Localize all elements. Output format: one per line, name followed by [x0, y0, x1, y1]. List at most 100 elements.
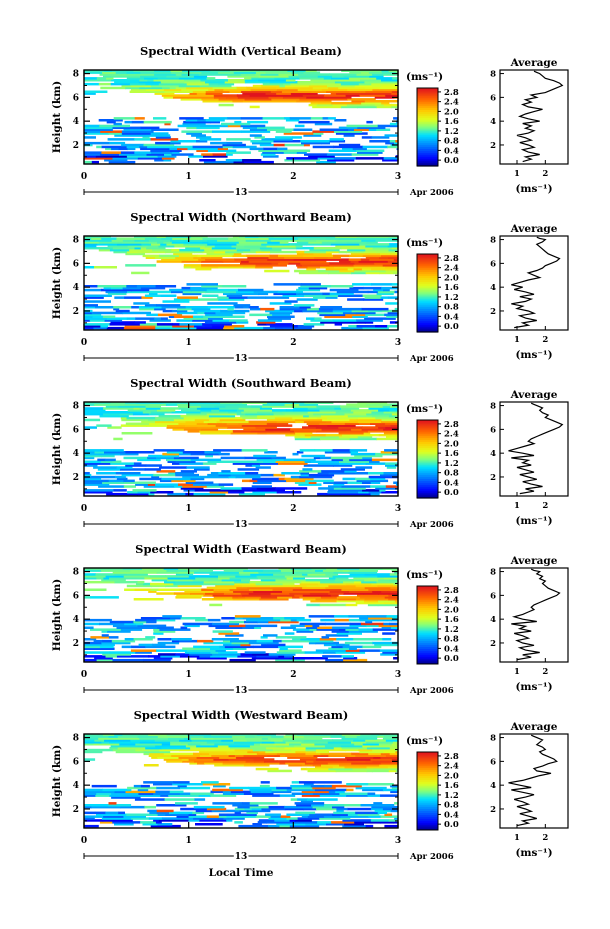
heatmap-cell — [136, 622, 144, 626]
heatmap-cell — [189, 92, 198, 95]
heatmap-cell — [233, 590, 254, 593]
heatmap-cell — [153, 630, 176, 633]
colorbar-segment — [417, 121, 438, 124]
colorbar-tick-label: 0.4 — [444, 312, 459, 322]
heatmap-cell — [111, 147, 120, 151]
heatmap-cell — [244, 456, 273, 460]
colorbar-segment — [417, 593, 438, 597]
heatmap-cell — [162, 401, 191, 404]
heatmap-cell — [391, 90, 399, 93]
heatmap-cell — [387, 325, 399, 328]
heatmap-cell — [273, 283, 302, 286]
colorbar-segment — [417, 488, 438, 491]
colorbar-segment — [417, 652, 438, 655]
heatmap-cell — [84, 804, 109, 807]
heatmap-cell — [234, 821, 243, 824]
heatmap-cell — [301, 454, 326, 458]
heatmap-cell — [348, 77, 377, 80]
heatmap-cell — [328, 86, 339, 90]
heatmap-cell — [191, 288, 208, 292]
heatmap-cell — [220, 456, 246, 460]
heatmap-cell — [354, 454, 383, 458]
heatmap-cell — [84, 758, 96, 761]
heatmap-cell — [285, 84, 310, 88]
heatmap-cell — [124, 403, 150, 406]
colorbar-segment — [417, 134, 438, 138]
colorbar-tick-label: 2.0 — [444, 605, 459, 615]
heatmap-cell — [315, 649, 347, 652]
heatmap-cell — [384, 596, 399, 599]
heatmap-cell — [261, 643, 286, 647]
y-tick-label: 6 — [73, 259, 79, 269]
heatmap-cell — [313, 412, 346, 416]
heatmap-cell — [84, 285, 98, 288]
heatmap-cell — [209, 573, 241, 576]
heatmap-cell — [381, 491, 399, 494]
heatmap-cell — [100, 325, 108, 328]
heatmap-cell — [380, 653, 399, 656]
heatmap-cell — [244, 77, 252, 80]
heatmap-cell — [365, 760, 373, 763]
heatmap-cell — [283, 151, 298, 154]
x-tick-label: 0 — [81, 836, 87, 846]
heatmap-cell — [394, 817, 399, 820]
colorbar-tick-label: 0.0 — [444, 488, 459, 498]
heatmap-cell — [186, 649, 217, 652]
heatmap-cell — [350, 252, 381, 256]
average-profile-line — [516, 70, 564, 163]
heatmap-cell — [84, 805, 92, 809]
heatmap-cell — [306, 243, 332, 246]
heatmap-cell — [246, 739, 272, 742]
heatmap-cell — [358, 737, 378, 740]
heatmap-cell — [126, 77, 145, 80]
heatmap-cell — [344, 804, 362, 807]
heatmap-cell — [364, 573, 391, 576]
heatmap-cell — [255, 466, 271, 469]
heatmap-cell — [165, 235, 176, 238]
heatmap-cell — [254, 760, 265, 763]
heatmap-cell — [169, 790, 184, 794]
heatmap-cell — [150, 149, 171, 152]
heatmap-cell — [361, 92, 392, 95]
average-frame — [499, 567, 569, 663]
heatmap-cell — [264, 760, 278, 763]
heatmap-cell — [301, 580, 321, 584]
heatmap-cell — [113, 250, 128, 254]
heatmap-cell — [378, 743, 393, 746]
heatmap-cell — [101, 151, 122, 154]
heatmap-cell — [94, 811, 106, 815]
heatmap-cell — [219, 655, 238, 658]
heatmap-cell — [320, 752, 352, 756]
heatmap-cell — [232, 430, 252, 433]
heatmap-cell — [355, 754, 387, 757]
heatmap-cell — [204, 248, 211, 252]
colorbar-tick-label: 0.0 — [444, 322, 459, 332]
heatmap-cell — [234, 580, 251, 584]
colorbar-segment — [417, 478, 438, 481]
heatmap-cell — [249, 580, 280, 584]
heatmap-cell — [171, 290, 184, 294]
colorbar-segment — [417, 90, 438, 93]
heatmap-cell — [261, 737, 269, 740]
colorbar-tick-label: 1.2 — [444, 127, 459, 137]
heatmap-cell — [109, 620, 134, 624]
heatmap-cell — [343, 134, 355, 137]
heatmap-cell — [155, 141, 171, 145]
heatmap-cell — [218, 452, 230, 456]
heatmap-cell — [146, 246, 166, 250]
heatmap-cell — [244, 80, 271, 84]
heatmap-cell — [279, 307, 308, 311]
heatmap-cell — [245, 239, 272, 242]
heatmap-cell — [223, 292, 231, 296]
heatmap-cell — [223, 326, 235, 330]
heatmap-cell — [313, 296, 327, 299]
colorbar-segment — [417, 767, 438, 771]
heatmap-cell — [329, 590, 344, 593]
heatmap-cell — [157, 241, 164, 244]
heatmap-cell — [108, 132, 123, 135]
heatmap-cell — [288, 75, 319, 78]
heatmap-cell — [84, 575, 107, 578]
heatmap-cell — [297, 252, 315, 256]
heatmap-cell — [142, 254, 160, 258]
heatmap-cell — [223, 88, 252, 92]
